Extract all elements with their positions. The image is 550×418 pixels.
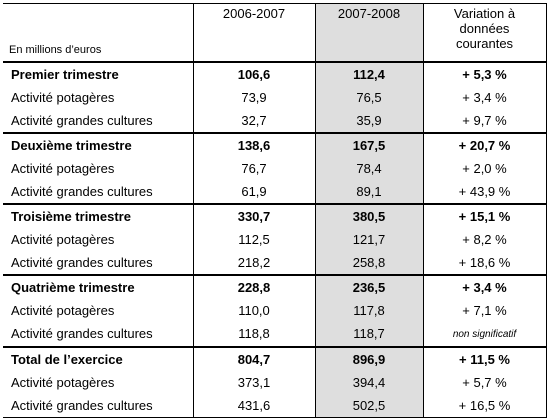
group-total-row: Troisième trimestre 330,7 380,5 + 15,1 % bbox=[3, 203, 547, 228]
value-2007-2008: 394,4 bbox=[314, 371, 423, 394]
row-label: Activité potagères bbox=[11, 231, 115, 247]
value-2007-2008: 896,9 bbox=[314, 346, 423, 371]
sub-row: Activité grandes cultures 61,9 89,1 + 43… bbox=[3, 180, 547, 204]
value-2006-2007: 76,7 bbox=[192, 157, 315, 180]
value-variation: + 5,7 % bbox=[422, 371, 547, 394]
sub-row: Activité grandes cultures 32,7 35,9 + 9,… bbox=[3, 109, 547, 133]
value-2006-2007: 804,7 bbox=[192, 346, 315, 371]
value-2007-2008: 118,7 bbox=[314, 322, 423, 347]
row-label: Quatrième trimestre bbox=[3, 274, 193, 299]
group-total-row: Deuxième trimestre 138,6 167,5 + 20,7 % bbox=[3, 132, 547, 157]
group-total-row: Quatrième trimestre 228,8 236,5 + 3,4 % bbox=[3, 274, 547, 299]
value-2007-2008: 258,8 bbox=[314, 251, 423, 275]
value-2007-2008: 112,4 bbox=[314, 61, 423, 86]
unit-label: En millions d’euros bbox=[3, 3, 193, 62]
row-label: Total de l’exercice bbox=[3, 346, 193, 371]
value-variation: + 8,2 % bbox=[422, 228, 547, 251]
sub-row: Activité grandes cultures 118,8 118,7 no… bbox=[3, 322, 547, 347]
group-total-row: Total de l’exercice 804,7 896,9 + 11,5 % bbox=[3, 346, 547, 371]
row-label: Troisième trimestre bbox=[3, 203, 193, 228]
value-2006-2007: 218,2 bbox=[192, 251, 315, 275]
column-header-2006-2007: 2006-2007 bbox=[192, 3, 315, 62]
value-2007-2008: 236,5 bbox=[314, 274, 423, 299]
group-total-row: Premier trimestre 106,6 112,4 + 5,3 % bbox=[3, 61, 547, 86]
row-label: Activité potagères bbox=[11, 160, 115, 176]
value-variation: non significatif bbox=[422, 322, 547, 347]
value-variation: + 3,4 % bbox=[422, 274, 547, 299]
value-variation: + 2,0 % bbox=[422, 157, 547, 180]
value-2006-2007: 112,5 bbox=[192, 228, 315, 251]
variation-header-line-2: données bbox=[459, 21, 510, 36]
sub-row: Activité grandes cultures 431,6 502,5 + … bbox=[3, 394, 547, 418]
value-2006-2007: 228,8 bbox=[192, 274, 315, 299]
row-label: Activité grandes cultures bbox=[11, 254, 153, 270]
row-label: Activité grandes cultures bbox=[3, 394, 193, 418]
value-variation: + 16,5 % bbox=[422, 394, 547, 418]
financial-table: En millions d’euros 2006-2007 2007-2008 … bbox=[3, 3, 547, 418]
value-2006-2007: 118,8 bbox=[192, 322, 315, 347]
variation-header-line-1: Variation à bbox=[453, 6, 516, 21]
row-label: Activité grandes cultures bbox=[11, 326, 153, 341]
header-row: En millions d’euros 2006-2007 2007-2008 … bbox=[3, 3, 547, 62]
row-label: Activité grandes cultures bbox=[11, 183, 153, 199]
sub-row: Activité potagères 373,1 394,4 + 5,7 % bbox=[3, 371, 547, 394]
value-2006-2007: 431,6 bbox=[192, 394, 315, 418]
sub-row: Activité potagères 73,9 76,5 + 3,4 % bbox=[3, 86, 547, 109]
value-variation: + 18,6 % bbox=[422, 251, 547, 275]
value-2006-2007: 73,9 bbox=[192, 86, 315, 109]
value-2006-2007: 138,6 bbox=[192, 132, 315, 157]
sub-row: Activité potagères 110,0 117,8 + 7,1 % bbox=[3, 299, 547, 322]
row-label: Activité potagères bbox=[11, 302, 115, 318]
row-label: Premier trimestre bbox=[3, 61, 193, 86]
value-2006-2007: 106,6 bbox=[192, 61, 315, 86]
value-variation: + 7,1 % bbox=[422, 299, 547, 322]
sub-row: Activité potagères 112,5 121,7 + 8,2 % bbox=[3, 228, 547, 251]
value-2007-2008: 167,5 bbox=[314, 132, 423, 157]
value-variation: + 15,1 % bbox=[422, 203, 547, 228]
value-2007-2008: 502,5 bbox=[314, 394, 423, 418]
non-significatif-note: non significatif bbox=[452, 329, 517, 340]
value-2006-2007: 110,0 bbox=[192, 299, 315, 322]
variation-header-line-3: courantes bbox=[455, 36, 514, 51]
value-variation: + 5,3 % bbox=[422, 61, 547, 86]
value-2006-2007: 32,7 bbox=[192, 109, 315, 133]
value-2007-2008: 117,8 bbox=[314, 299, 423, 322]
value-2007-2008: 89,1 bbox=[314, 180, 423, 204]
value-2006-2007: 373,1 bbox=[192, 371, 315, 394]
column-header-variation: Variation à données courantes bbox=[422, 3, 547, 62]
value-variation: + 11,5 % bbox=[422, 346, 547, 371]
value-2007-2008: 35,9 bbox=[314, 109, 423, 133]
value-2006-2007: 330,7 bbox=[192, 203, 315, 228]
value-variation: + 43,9 % bbox=[422, 180, 547, 204]
value-2006-2007: 61,9 bbox=[192, 180, 315, 204]
value-variation: + 3,4 % bbox=[422, 86, 547, 109]
row-label: Activité potagères bbox=[11, 374, 115, 390]
value-2007-2008: 76,5 bbox=[314, 86, 423, 109]
value-variation: + 9,7 % bbox=[422, 109, 547, 133]
column-header-2007-2008: 2007-2008 bbox=[314, 3, 423, 62]
value-variation: + 20,7 % bbox=[422, 132, 547, 157]
row-label: Activité potagères bbox=[11, 89, 115, 105]
value-2007-2008: 121,7 bbox=[314, 228, 423, 251]
sub-row: Activité grandes cultures 218,2 258,8 + … bbox=[3, 251, 547, 275]
row-label: Activité grandes cultures bbox=[11, 112, 153, 128]
row-label: Deuxième trimestre bbox=[3, 132, 193, 157]
value-2007-2008: 380,5 bbox=[314, 203, 423, 228]
value-2007-2008: 78,4 bbox=[314, 157, 423, 180]
sub-row: Activité potagères 76,7 78,4 + 2,0 % bbox=[3, 157, 547, 180]
